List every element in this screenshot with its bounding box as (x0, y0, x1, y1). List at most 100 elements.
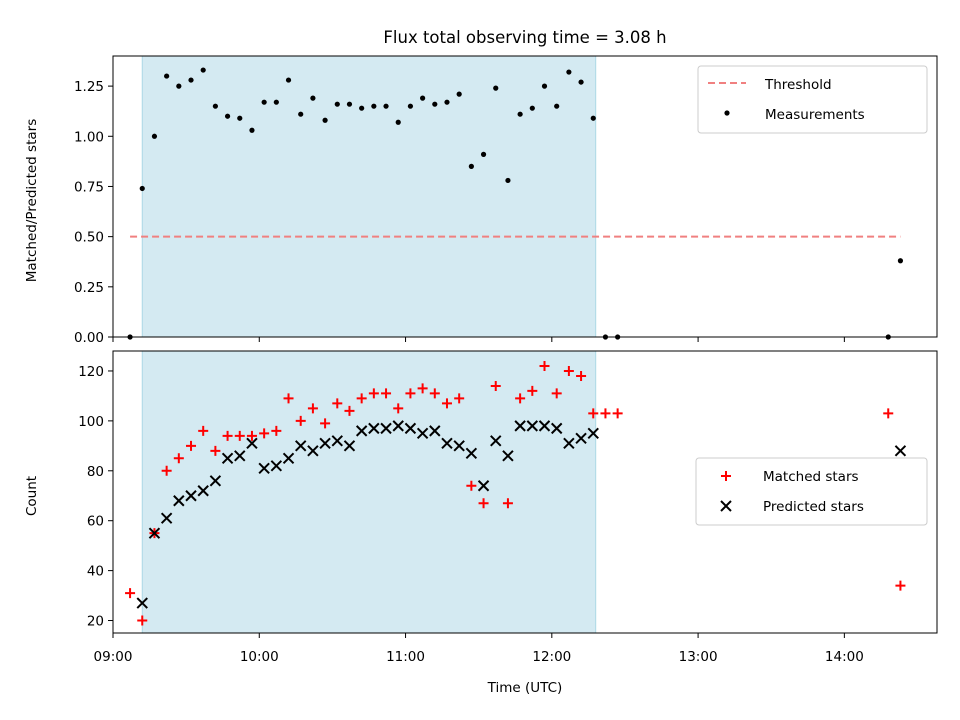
matched-star-point (539, 360, 550, 371)
matched-star-point (478, 498, 489, 509)
matched-star-point (417, 383, 428, 394)
legend-matched-label: Matched stars (763, 469, 859, 485)
measurement-point (590, 115, 596, 121)
predicted-star-point (404, 422, 417, 435)
predicted-star-point (392, 420, 404, 432)
matched-star-point (137, 615, 148, 626)
predicted-star-point (270, 460, 283, 472)
matched-star-point (895, 580, 906, 591)
matched-star-point (283, 393, 294, 404)
y-tick-label: 20 (87, 614, 104, 630)
matched-star-point (186, 440, 197, 451)
legend-measurements-swatch (724, 110, 730, 116)
predicted-star-point (550, 422, 563, 435)
x-tick-label: 13:00 (679, 649, 718, 665)
axes-frame (112, 350, 938, 634)
measurement-point (493, 85, 499, 91)
matched-star-point (612, 408, 623, 419)
measurement-point (188, 77, 194, 83)
predicted-star-point (331, 435, 343, 447)
matched-star-point (405, 388, 416, 399)
measurement-point (261, 99, 267, 105)
predicted-star-point (148, 527, 161, 539)
predicted-star-point (209, 475, 222, 487)
predicted-star-point (429, 425, 441, 437)
predicted-star-point (343, 440, 356, 452)
measurement-point (322, 117, 328, 123)
predicted-star-point (563, 437, 575, 450)
predicted-star-point (490, 435, 502, 447)
matched-star-point (246, 430, 257, 441)
predicted-star-point (416, 427, 429, 440)
y-tick-label: 0.50 (74, 230, 104, 246)
measurement-point (139, 185, 145, 192)
x-tick-label: 12:00 (532, 649, 571, 665)
predicted-star-point (526, 420, 539, 432)
legend-matched-swatch (721, 471, 731, 481)
top-panel: 0.00 0.25 0.50 0.75 1.00 1.25 Flux total obser… (24, 28, 938, 346)
measurement-point (420, 95, 426, 101)
matched-star-point (381, 388, 392, 399)
matched-star-point (883, 408, 894, 419)
matched-star-point (393, 403, 404, 414)
legend-predicted-swatch (720, 500, 732, 512)
matched-star-point (502, 498, 513, 509)
predicted-star-point (221, 452, 234, 465)
predicted-star-point (319, 437, 331, 450)
measurement-point (432, 101, 438, 107)
measurement-point (285, 77, 292, 83)
matched-star-point (125, 588, 136, 599)
y-tick-label: 80 (87, 464, 104, 480)
predicted-star-point (234, 450, 246, 462)
measurement-point (407, 103, 414, 109)
measurement-point (310, 95, 316, 101)
measurement-point (334, 101, 340, 107)
bottom-panel: 20 40 60 80 100 120 09:00 10:00 11:00 12:00 13:00 1… (24, 350, 938, 696)
matched-star-point (198, 425, 209, 436)
predicted-star-point (538, 420, 551, 432)
x-tick-label: 14:00 (825, 649, 864, 665)
y-tick-label: 60 (87, 514, 104, 530)
measurement-point (578, 79, 584, 85)
predicted-star-point (307, 445, 319, 457)
matched-star-point (441, 398, 452, 409)
measurement-point (444, 99, 450, 105)
measurement-point (224, 113, 231, 119)
predicted-star-point (465, 447, 478, 460)
legend-measurements-label: Measurements (765, 107, 865, 123)
predicted-star-point (282, 452, 295, 465)
predicted-star-point (295, 440, 307, 452)
matched-star-point (332, 398, 343, 409)
measurement-point (456, 91, 462, 97)
predicted-star-point (136, 597, 148, 609)
y-tick-label: 0.25 (74, 280, 104, 296)
x-axis-label: Time (UTC) (487, 680, 563, 696)
predicted-star-point (477, 480, 490, 492)
x-tick-label: 11:00 (386, 649, 425, 665)
predicted-star-point (380, 422, 392, 435)
axes-frame (112, 55, 938, 338)
predicted-star-point (575, 432, 587, 445)
matched-star-point (271, 425, 282, 436)
legend-box (697, 65, 928, 134)
matched-star-point (527, 385, 538, 396)
predicted-star-point (514, 420, 526, 432)
predicted-star-point (502, 450, 514, 462)
y-axis-label: Matched/Predicted stars (24, 119, 40, 282)
measurement-point (554, 103, 560, 109)
measurement-point (383, 103, 389, 109)
matched-star-point (234, 430, 245, 441)
legend-predicted-label: Predicted stars (763, 499, 864, 515)
measurement-point (151, 133, 158, 139)
measurement-point (505, 177, 511, 184)
matched-star-point (320, 418, 331, 429)
predicted-star-point (173, 495, 185, 507)
predicted-star-point (160, 512, 173, 524)
measurement-point (176, 83, 182, 89)
legend-threshold-label: Threshold (764, 77, 832, 93)
measurement-point (164, 73, 170, 79)
legend-box (695, 457, 928, 526)
predicted-star-point (197, 485, 209, 497)
predicted-star-point (246, 437, 258, 450)
